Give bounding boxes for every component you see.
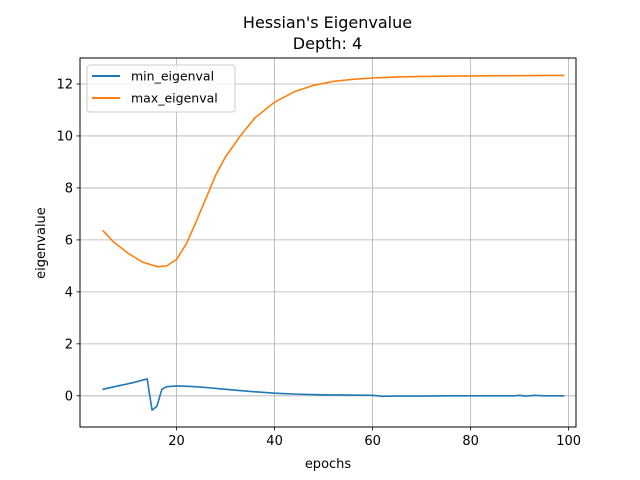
plot-frame: [79, 57, 577, 428]
x-axis-label: epochs: [305, 457, 352, 472]
chart-subtitle: Depth: 4: [293, 34, 362, 53]
series-layer: [102, 74, 565, 411]
x-tick-label: 60: [364, 434, 381, 449]
x-tick-label: 100: [556, 434, 581, 449]
grid: [80, 58, 576, 427]
legend-label-max-eigenval: max_eigenval: [131, 91, 218, 106]
series-line-max-eigenval: [102, 74, 565, 268]
chart-title: Hessian's Eigenvalue: [243, 13, 412, 32]
y-tick-label: 0: [65, 389, 73, 404]
y-tick-label: 12: [56, 77, 73, 92]
series-line-min-eigenval: [102, 378, 565, 411]
y-tick-label: 8: [65, 181, 73, 196]
legend-box: [86, 64, 236, 113]
ticks: 20 40 60 80 100 0 2 4 6 8 10 12: [56, 77, 581, 449]
y-tick-label: 4: [65, 285, 73, 300]
y-tick-label: 2: [65, 337, 73, 352]
y-tick-label: 10: [56, 129, 73, 144]
y-tick-label: 6: [65, 233, 73, 248]
x-tick-label: 40: [266, 434, 283, 449]
legend: min_eigenval max_eigenval: [86, 64, 236, 113]
legend-label-min-eigenval: min_eigenval: [131, 69, 214, 84]
x-tick-label: 20: [168, 434, 185, 449]
x-tick-label: 80: [462, 434, 479, 449]
y-axis-label: eigenvalue: [34, 207, 49, 279]
